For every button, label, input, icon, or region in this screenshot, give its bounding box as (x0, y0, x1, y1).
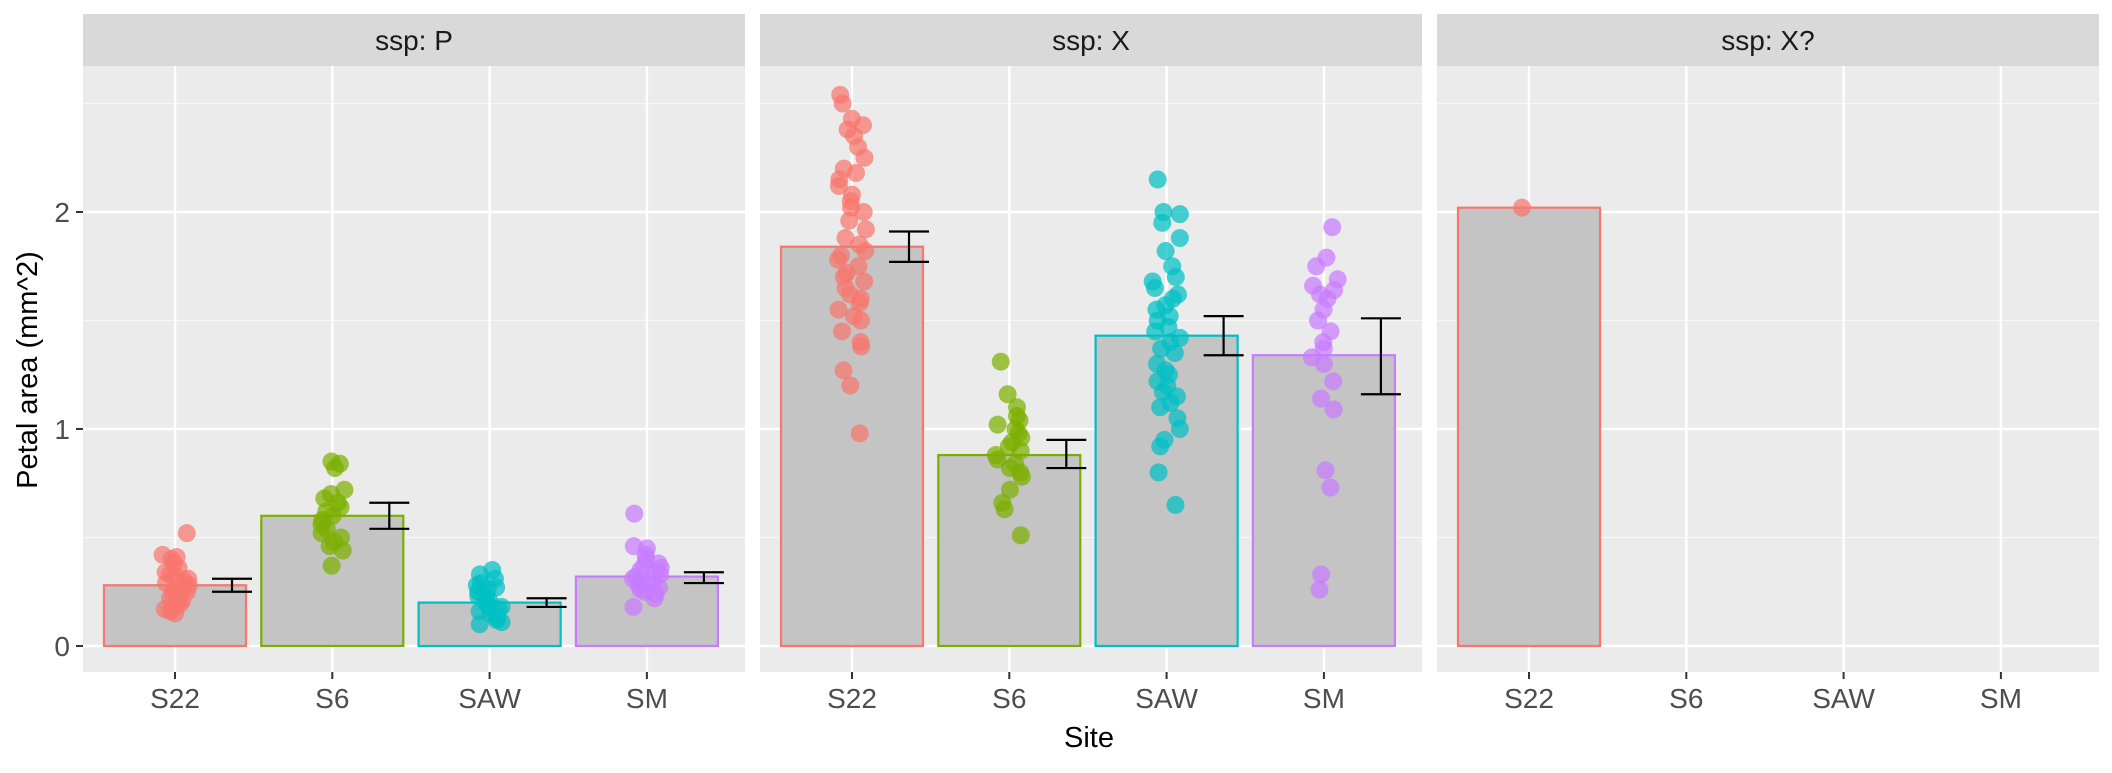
facet-strip (1437, 14, 2099, 66)
data-point (1170, 205, 1189, 224)
x-tick-label: SAW (1135, 683, 1198, 714)
x-tick-label: S6 (1669, 683, 1703, 714)
data-point (833, 94, 852, 113)
data-point (1323, 218, 1342, 237)
data-point (1312, 565, 1331, 584)
x-tick-label: SAW (458, 683, 521, 714)
data-point (624, 597, 643, 616)
data-point (829, 300, 848, 319)
data-point (326, 459, 345, 478)
data-point (1165, 344, 1184, 363)
data-point (1012, 467, 1031, 486)
data-point (846, 163, 865, 182)
bar-s22 (779, 245, 925, 648)
data-point (991, 352, 1010, 371)
x-tick-label: SM (1980, 683, 2022, 714)
x-tick-label: S6 (315, 683, 349, 714)
data-point (850, 424, 869, 443)
y-tick-label: 0 (54, 631, 70, 662)
facet-panel: ssp: P S22 S6 SAW SM (83, 14, 745, 714)
data-point (165, 604, 184, 623)
facet-strip (760, 14, 1422, 66)
data-point (1170, 420, 1189, 438)
data-point (1309, 311, 1328, 330)
data-point (1170, 229, 1189, 248)
data-point (1000, 480, 1019, 499)
y-axis-title: Petal area (mm^2) (12, 251, 44, 489)
data-point (1153, 213, 1172, 232)
data-point (1310, 580, 1329, 599)
data-point (856, 220, 875, 239)
data-point (470, 615, 489, 634)
data-point (1307, 257, 1326, 276)
data-point (1316, 461, 1335, 480)
data-point (1513, 198, 1531, 217)
data-point (1321, 478, 1340, 497)
data-point (841, 376, 860, 395)
data-point (322, 556, 341, 575)
data-point (1145, 278, 1164, 297)
facet-strip (83, 14, 745, 66)
data-point (1151, 398, 1170, 417)
data-point (854, 203, 873, 221)
data-point (1324, 400, 1343, 419)
data-point (855, 148, 874, 167)
x-tick-label: SM (626, 683, 668, 714)
data-point (833, 322, 852, 341)
x-tick-label: SM (1303, 683, 1345, 714)
y-axis: 0 1 2 (54, 197, 83, 662)
x-tick-label: S6 (992, 683, 1026, 714)
x-axis-title: Site (1064, 722, 1114, 754)
data-point (840, 211, 859, 230)
data-point (995, 500, 1014, 519)
data-point (1314, 354, 1333, 373)
data-point (1151, 437, 1170, 456)
y-tick-label: 2 (54, 197, 70, 228)
data-point (1011, 526, 1030, 545)
x-tick-label: SAW (1812, 683, 1875, 714)
facet-panel: ssp: X? S22 S6 SAW SM (1437, 14, 2099, 714)
data-point (1156, 242, 1175, 261)
data-point (333, 541, 352, 560)
x-tick-label: S22 (1504, 683, 1554, 714)
data-point (1146, 322, 1165, 341)
data-point (998, 385, 1017, 404)
bar-s22 (1456, 206, 1602, 648)
data-point (1149, 463, 1168, 482)
facet-strip-label: ssp: X (1052, 25, 1130, 56)
data-point (829, 176, 848, 195)
data-point (852, 337, 871, 356)
data-point (645, 589, 664, 608)
bar-s6 (937, 453, 1082, 648)
data-point (988, 415, 1007, 434)
data-point (1166, 495, 1185, 514)
data-point (1324, 372, 1343, 391)
data-point (856, 242, 875, 261)
data-point (855, 272, 874, 291)
data-point (492, 613, 511, 632)
data-point (1166, 268, 1185, 287)
data-point (1152, 339, 1171, 358)
facet-panel: ssp: X S22 S6 SAW SM (760, 14, 1422, 714)
data-point (851, 311, 870, 330)
data-point (625, 504, 644, 523)
data-point (829, 250, 848, 269)
data-point (834, 361, 853, 380)
data-point (177, 524, 196, 543)
facet-strip-label: ssp: P (375, 25, 453, 56)
data-point (1311, 389, 1330, 408)
data-point (1148, 170, 1167, 189)
x-tick-label: S22 (150, 683, 200, 714)
x-tick-label: S22 (827, 683, 877, 714)
facet-strip-label: ssp: X? (1721, 25, 1814, 56)
y-tick-label: 1 (54, 414, 70, 445)
data-point (836, 229, 855, 248)
